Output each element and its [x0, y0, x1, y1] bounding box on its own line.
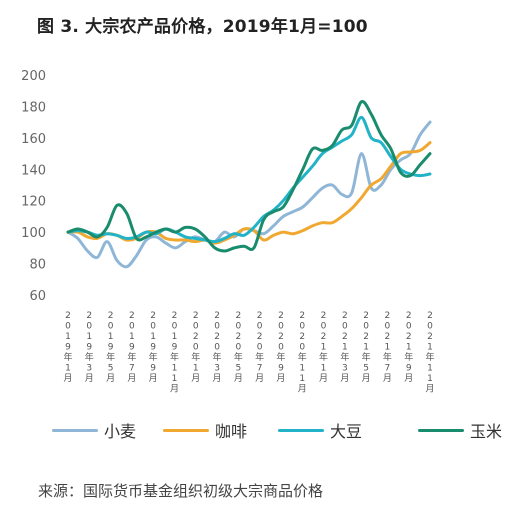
x-axis: 2 0 1 9 年 1 月 2 0 1 9 年 3 月 2 0 1 9 年 5 月 2 0 1 9 年 7 月 2 0 1 9 年 9 月 2 0 1 9 年…	[63, 311, 434, 395]
legend-swatch-wheat	[52, 428, 98, 432]
series-line-corn	[66, 100, 432, 253]
legend: 小麦 咖啡 大豆 玉米	[0, 418, 521, 442]
legend-label-coffee: 咖啡	[215, 422, 248, 441]
y-axis: 200 180 160 140 120 100 80 60	[21, 69, 46, 304]
legend-label-corn: 玉米	[470, 422, 503, 441]
y-tick-label: 120	[21, 195, 46, 210]
chart-title: 图 3. 大宗农产品价格，2019年1月=100	[37, 17, 368, 37]
series-line-wheat	[66, 120, 432, 269]
y-tick-label: 80	[29, 258, 46, 273]
series-line-soybean	[66, 115, 432, 244]
legend-swatch-soybean	[278, 428, 324, 432]
y-tick-label: 200	[21, 69, 46, 84]
legend-item-coffee: 咖啡	[163, 418, 247, 442]
series-line-coffee	[66, 141, 432, 245]
y-tick-label: 180	[21, 100, 46, 115]
y-tick-label: 140	[21, 163, 46, 178]
y-tick-label: 100	[21, 226, 46, 241]
legend-swatch-coffee	[163, 428, 209, 432]
legend-item-wheat: 小麦	[52, 418, 136, 442]
legend-label-wheat: 小麦	[104, 422, 137, 441]
y-tick-label: 160	[21, 132, 46, 147]
legend-swatch-corn	[418, 428, 464, 432]
legend-item-corn: 玉米	[418, 418, 502, 442]
source-note: 来源：国际货币基金组织初级大宗商品价格	[38, 482, 324, 500]
legend-label-soybean: 大豆	[330, 422, 363, 441]
y-tick-label: 60	[29, 289, 46, 304]
plot-area	[66, 100, 432, 269]
legend-item-soybean: 大豆	[278, 418, 362, 442]
